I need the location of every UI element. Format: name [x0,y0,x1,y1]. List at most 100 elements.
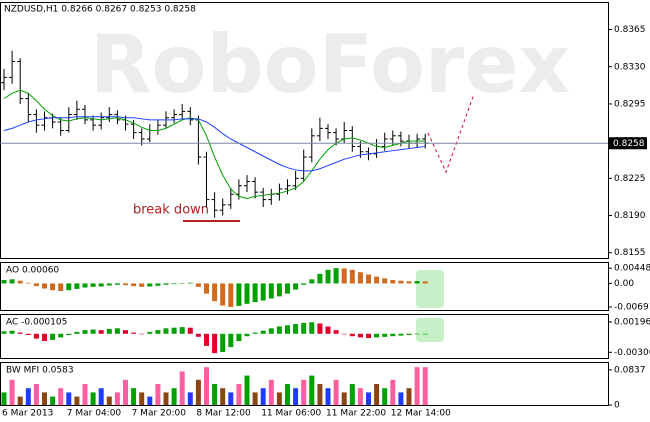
histogram-bar [268,328,274,334]
histogram-bar [33,333,39,339]
histogram-bar [220,283,226,306]
histogram-bar [131,283,137,287]
histogram-bar [179,283,185,284]
histogram-bar [195,379,201,405]
histogram-bar [9,279,15,284]
histogram-bar [228,333,234,348]
x-tick-label: 12 Mar 14:00 [391,409,451,419]
histogram-bar [398,280,404,284]
histogram-bar [155,330,161,334]
histogram-bar [406,281,412,284]
histogram-bar [58,388,64,405]
histogram-bar [349,269,355,284]
histogram-bar [17,332,23,334]
histogram-bar [50,396,56,405]
highlight [416,318,444,342]
y-tick-label: 0 [614,401,620,411]
histogram-bar [195,333,201,337]
histogram-bar [58,283,64,291]
histogram-bar [317,273,323,284]
histogram-bar [147,283,153,287]
histogram-bar [42,283,47,289]
histogram-bar [357,333,363,338]
histogram-bar [244,333,250,337]
histogram-bar [228,392,234,405]
histogram-bar [123,379,128,405]
histogram-bar [293,388,299,405]
histogram-bar [285,283,290,294]
histogram-bar [422,333,428,335]
histogram-bar [398,392,404,405]
histogram-bar [293,324,299,334]
y-tick-label: 0.00196 [614,317,650,327]
histogram-bar [374,276,380,284]
annotation: break down [133,203,209,218]
histogram-bar [301,322,307,334]
mfi-panel [0,362,609,406]
main-panel [0,2,609,259]
histogram-bar [382,388,388,405]
y-tick-label: 0.8330 [614,62,646,72]
histogram-bar [58,333,64,338]
histogram-bar [414,333,420,335]
histogram-bar [74,331,80,334]
histogram-bar [349,333,355,337]
histogram-bar [212,333,218,354]
histogram-bar [42,333,47,342]
histogram-bar [220,388,226,405]
y-tick-label: 0.8190 [614,211,646,221]
histogram-bar [252,332,258,334]
histogram-bar [317,323,323,334]
histogram-bar [171,388,177,405]
histogram-bar [244,283,250,304]
histogram-bar [9,330,15,334]
histogram-bar [374,384,380,405]
histogram-bar [195,283,201,287]
histogram-bar [212,384,218,405]
histogram-bar [163,328,169,334]
panel-title: AO 0.00060 [6,266,59,276]
histogram-bar [204,367,209,405]
histogram-bar [123,283,128,286]
histogram-bar [349,384,355,405]
ao-panel [0,262,609,311]
y-tick-label: -0.00306 [614,348,650,358]
histogram-bar [325,326,331,334]
histogram-bar [220,333,226,352]
histogram-bar [90,329,96,334]
histogram-bar [422,281,428,284]
histogram-bar [309,375,315,405]
histogram-bar [333,379,339,405]
moving-average [3,89,426,200]
histogram-bar [50,333,56,340]
histogram-bar [171,327,177,334]
histogram-bar [406,333,412,335]
histogram-bar [382,333,388,337]
histogram-bar [123,330,128,334]
y-tick-label: 0.8365 [614,25,646,35]
histogram-bar [74,396,80,405]
y-tick-label: 0.8155 [614,248,646,258]
panel-title: BW MFI 0.0583 [6,366,74,376]
histogram-bar [236,283,242,306]
histogram-bar [276,326,282,334]
panel-title: AC -0.000105 [6,318,67,328]
x-tick-label: 7 Mar 04:00 [67,409,122,419]
histogram-bar [25,333,31,335]
highlight [416,270,444,308]
histogram-bar [25,282,31,284]
histogram-bar [382,278,388,284]
histogram-bar [90,392,96,405]
histogram-bar [114,328,120,334]
histogram-bar [341,268,347,284]
histogram-bar [260,330,266,334]
y-tick-label: -0.00691 [614,302,650,312]
chart-title: NZDUSD,H1 0.8266 0.8267 0.8253 0.8258 [4,5,196,15]
histogram-bar [366,392,371,405]
y-tick-label: 0.00 [614,279,634,289]
x-tick-label: 11 Mar 22:00 [326,409,386,419]
histogram-bar [390,280,396,284]
histogram-bar [333,268,339,284]
histogram-bar [236,333,242,342]
histogram-bar [155,283,161,286]
